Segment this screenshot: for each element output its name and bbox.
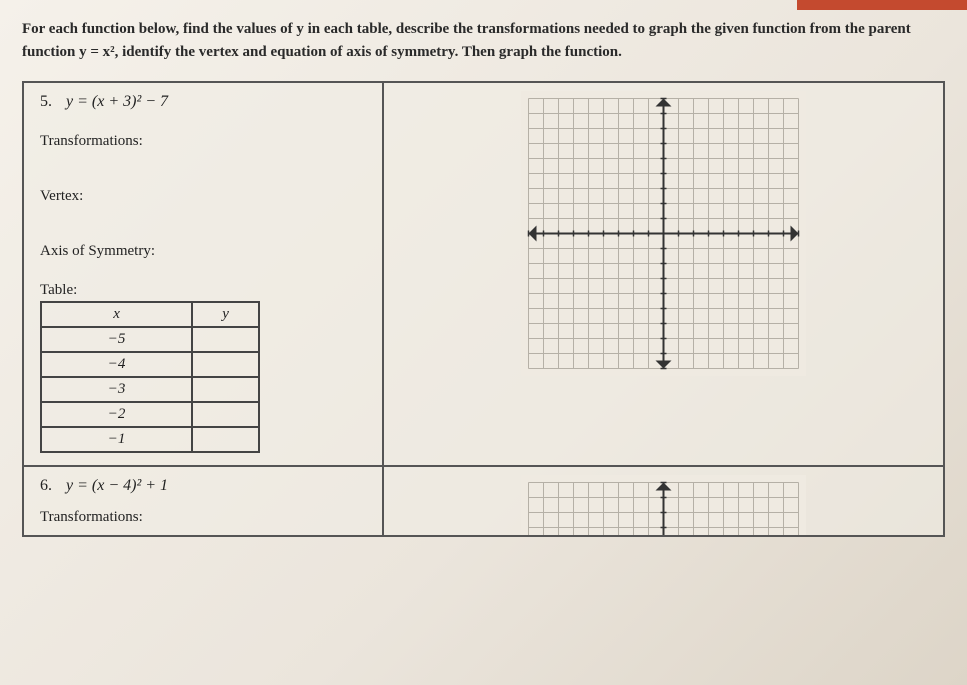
cell <box>192 377 259 402</box>
problem-6-left: 6. y = (x − 4)² + 1 Transformations: <box>24 467 384 535</box>
axis-label: Axis of Symmetry: <box>40 243 366 260</box>
transformations-label: Transformations: <box>40 509 366 526</box>
problem-number: 5. <box>40 93 52 111</box>
cell: −5 <box>41 327 192 352</box>
col-x: x <box>41 302 192 327</box>
table-wrap: Table: x y −5 −4 −3 −2 −1 <box>40 282 366 453</box>
table-row: −4 <box>41 352 259 377</box>
value-table: x y −5 −4 −3 −2 −1 <box>40 301 260 453</box>
problem-5-left: 5. y = (x + 3)² − 7 Transformations: Ver… <box>24 83 384 465</box>
table-header-row: x y <box>41 302 259 327</box>
cell: −4 <box>41 352 192 377</box>
table-row: −1 <box>41 427 259 452</box>
table-row: −3 <box>41 377 259 402</box>
problem-equation: y = (x + 3)² − 7 <box>66 93 168 111</box>
transformations-label: Transformations: <box>40 133 366 150</box>
problem-5-graph-cell <box>384 83 943 465</box>
problems-frame: 5. y = (x + 3)² − 7 Transformations: Ver… <box>22 81 945 537</box>
coordinate-grid <box>521 475 806 535</box>
problem-equation: y = (x − 4)² + 1 <box>66 477 168 495</box>
vertex-label: Vertex: <box>40 188 366 205</box>
table-row: −5 <box>41 327 259 352</box>
table-title: Table: <box>40 282 366 299</box>
cell: −1 <box>41 427 192 452</box>
problem-number: 6. <box>40 477 52 495</box>
table-row: −2 <box>41 402 259 427</box>
cell <box>192 427 259 452</box>
worksheet-page: { "instructions": "For each function bel… <box>0 0 967 685</box>
col-y: y <box>192 302 259 327</box>
instructions-text: For each function below, find the values… <box>22 18 945 63</box>
cell <box>192 352 259 377</box>
cell: −2 <box>41 402 192 427</box>
cell <box>192 327 259 352</box>
cell: −3 <box>41 377 192 402</box>
problem-5-row: 5. y = (x + 3)² − 7 Transformations: Ver… <box>24 83 943 467</box>
problem-6-graph-cell <box>384 467 943 535</box>
cell <box>192 402 259 427</box>
coordinate-grid <box>521 91 806 376</box>
problem-6-row: 6. y = (x − 4)² + 1 Transformations: <box>24 467 943 535</box>
red-corner-tab <box>797 0 967 10</box>
